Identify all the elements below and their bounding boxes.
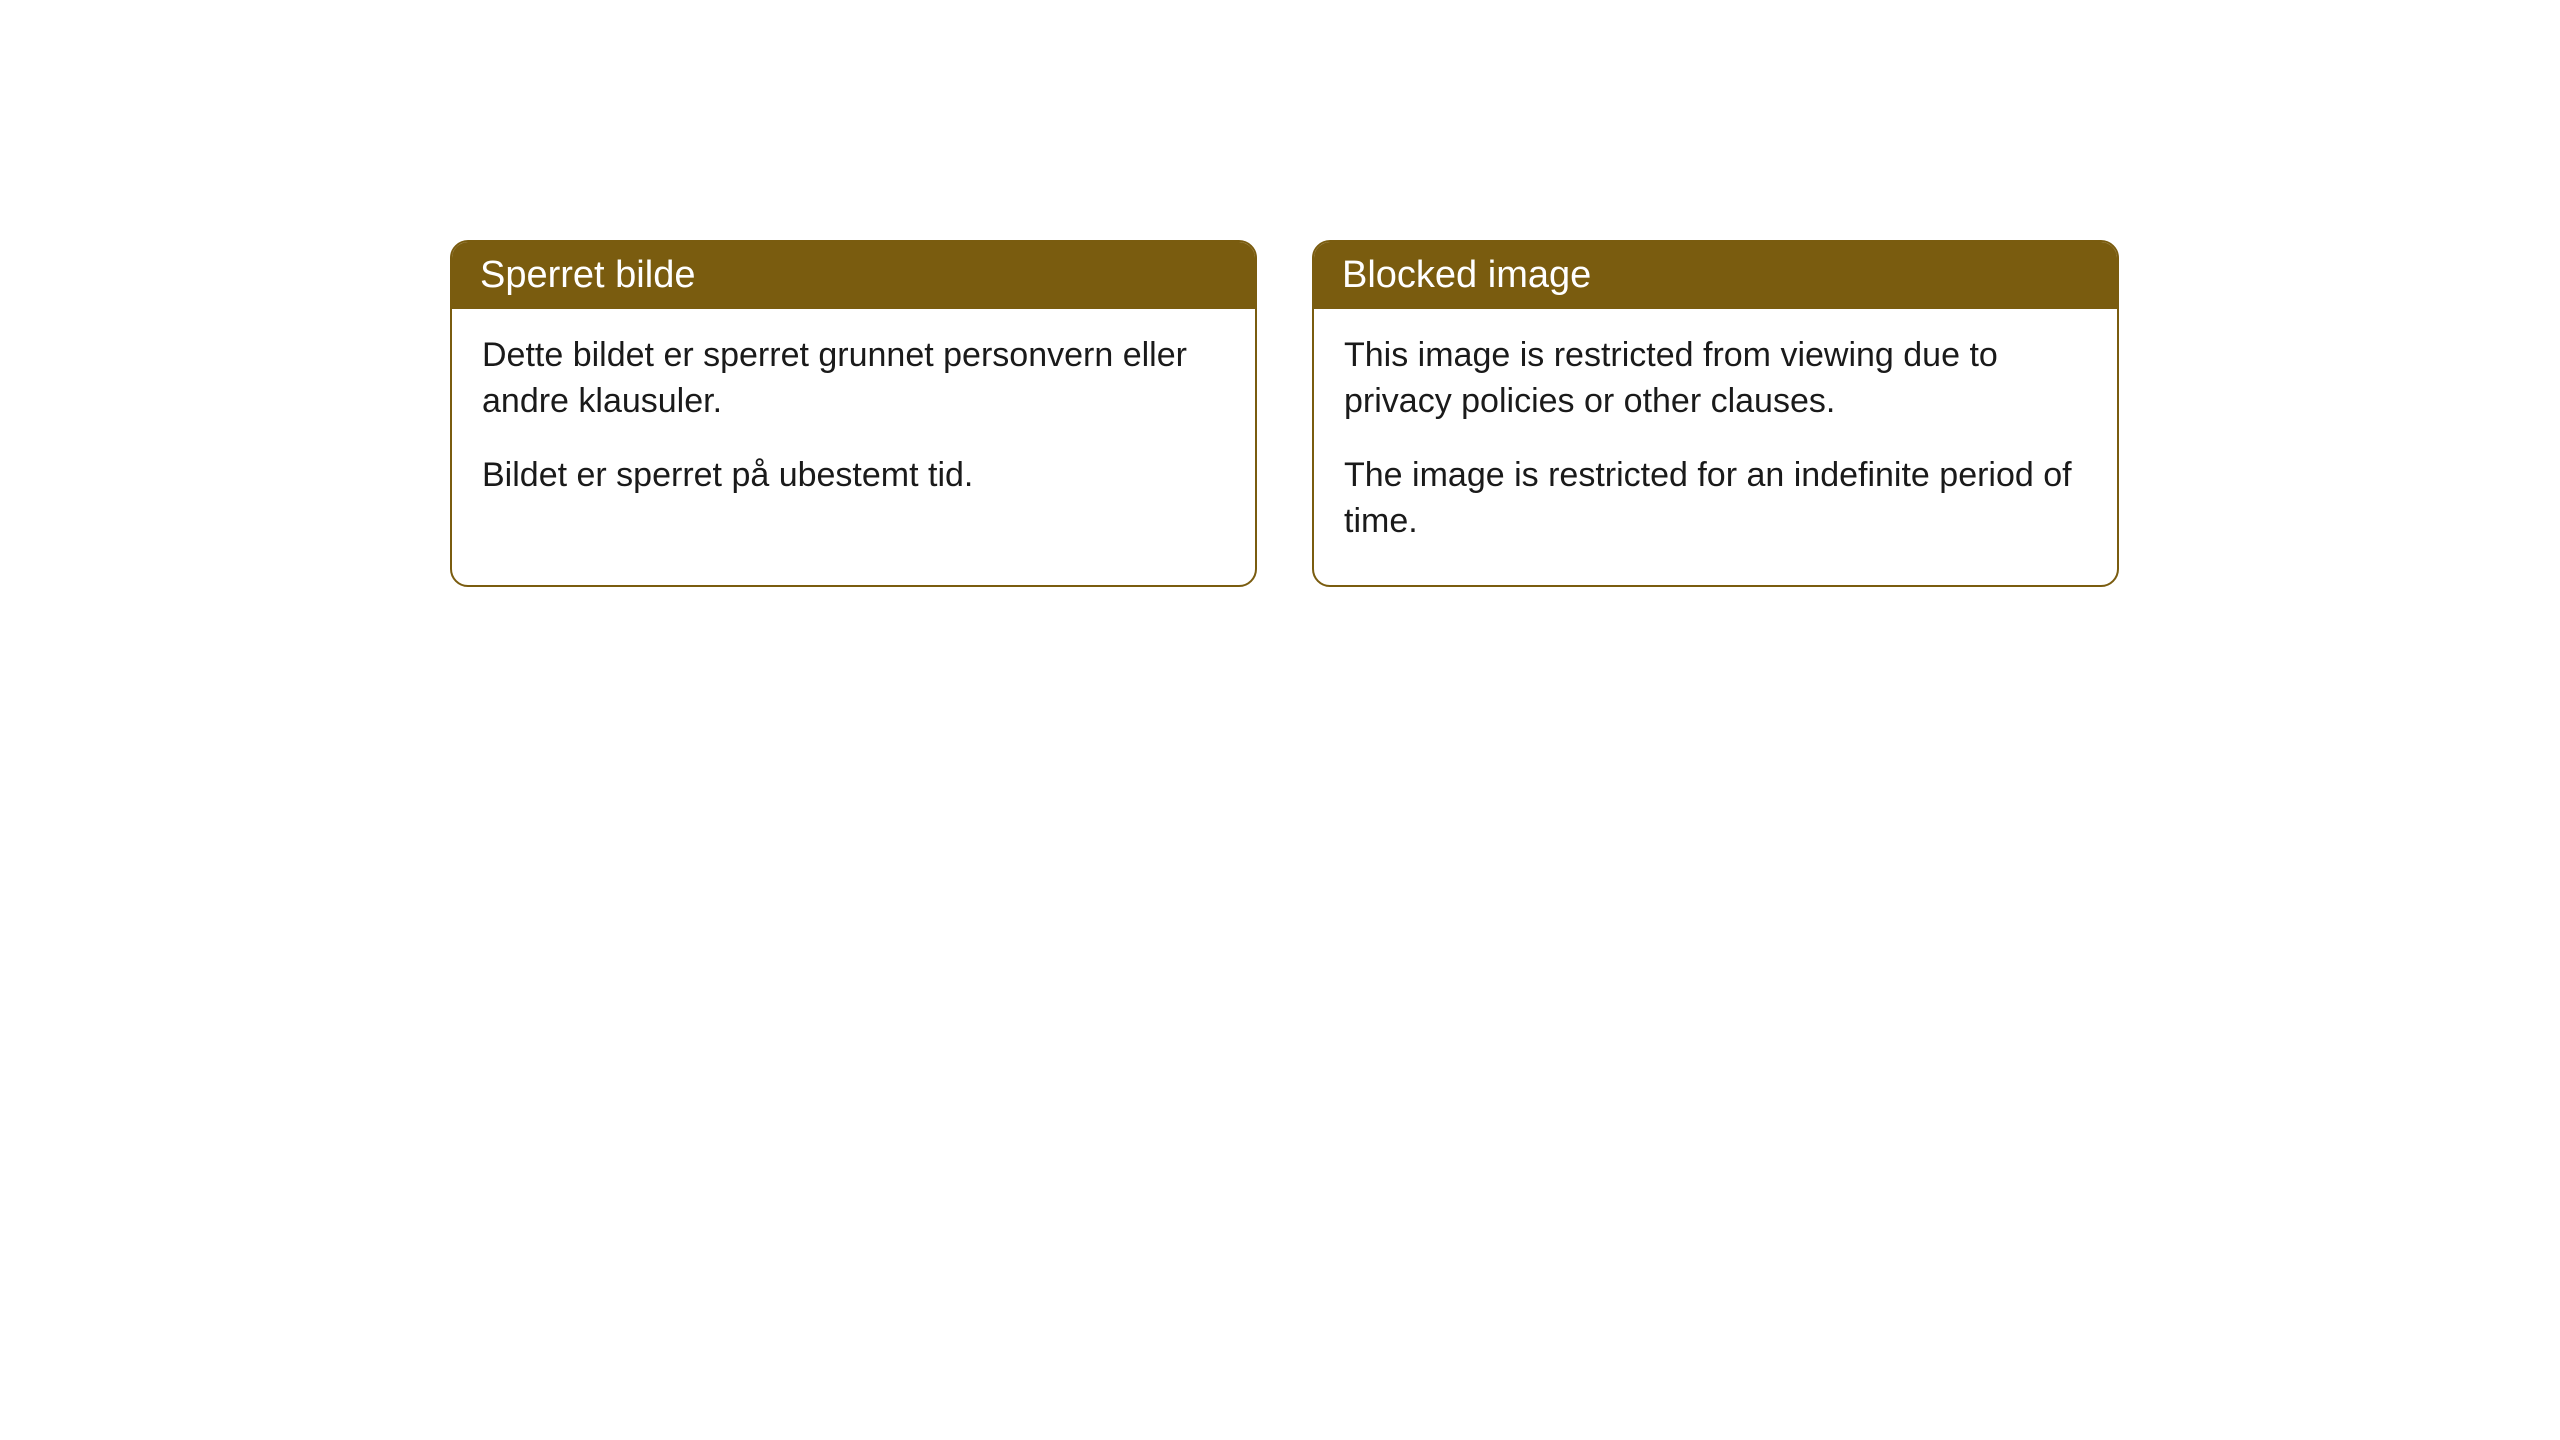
card-paragraph-2: The image is restricted for an indefinit… [1344,453,2087,545]
card-body: Dette bildet er sperret grunnet personve… [452,309,1255,539]
card-paragraph-1: This image is restricted from viewing du… [1344,333,2087,425]
blocked-image-card-english: Blocked image This image is restricted f… [1312,240,2119,587]
card-body: This image is restricted from viewing du… [1314,309,2117,585]
card-header: Sperret bilde [452,242,1255,309]
blocked-image-card-norwegian: Sperret bilde Dette bildet er sperret gr… [450,240,1257,587]
card-header: Blocked image [1314,242,2117,309]
notice-cards-container: Sperret bilde Dette bildet er sperret gr… [450,240,2119,587]
card-paragraph-2: Bildet er sperret på ubestemt tid. [482,453,1225,499]
card-paragraph-1: Dette bildet er sperret grunnet personve… [482,333,1225,425]
card-title: Sperret bilde [480,254,695,296]
card-title: Blocked image [1342,254,1591,296]
